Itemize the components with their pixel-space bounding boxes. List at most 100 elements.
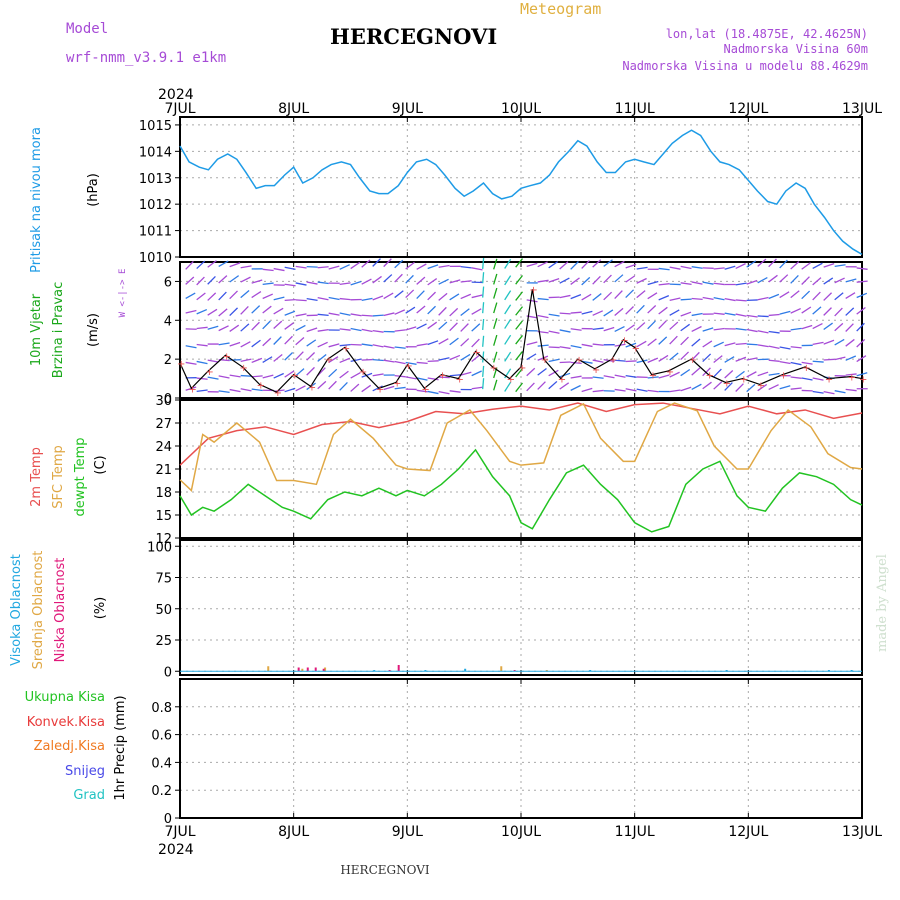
wind-arrow [559, 261, 569, 270]
wind-arrow [757, 344, 769, 348]
wind-arrow [383, 359, 395, 363]
wind-arrow [339, 312, 351, 316]
wind-arrow [361, 343, 373, 347]
wind-arrow [482, 365, 485, 377]
series-line-2-0 [179, 402, 863, 466]
wind-arrow [328, 368, 338, 378]
wind-arrow [823, 307, 832, 316]
wind-arrow [570, 375, 582, 379]
wind-arrow [471, 386, 483, 390]
wind-arrow [834, 277, 845, 284]
wind-arrow [460, 293, 472, 300]
wind-speed-mark: + [404, 361, 412, 372]
wind-arrow [625, 360, 637, 363]
wind-arrow [515, 320, 524, 330]
wind-arrow [218, 260, 229, 267]
wind-arrow [790, 261, 800, 270]
wind-speed-mark: + [257, 380, 265, 391]
wind-arrow [339, 297, 351, 301]
wind-arrow [856, 280, 868, 283]
wind-arrow [537, 279, 549, 283]
wind-arrow [834, 390, 846, 394]
wind-arrow [768, 359, 780, 362]
wind-arrow [757, 383, 768, 392]
wind-arrow [493, 379, 498, 391]
wind-arrow [339, 357, 351, 364]
wind-arrow [724, 370, 734, 379]
wind-arrow [592, 389, 604, 393]
wind-arrow [251, 339, 261, 348]
wind-arrow [339, 328, 351, 331]
wind-arrow [515, 306, 524, 316]
wind-arrow [625, 375, 637, 378]
wind-arrow [471, 338, 480, 348]
wind-arrow [647, 357, 659, 363]
wind-arrow [449, 337, 459, 346]
wind-arrow [317, 380, 327, 390]
wind-arrow [438, 278, 449, 285]
wind-arrow [658, 336, 668, 345]
wind-arrow [559, 294, 571, 299]
wind-arrow [570, 328, 582, 331]
wind-arrow [317, 313, 329, 317]
wind-arrow [361, 328, 373, 333]
wind-arrow [218, 275, 228, 284]
wind-arrow [801, 262, 811, 270]
wind-arrow [592, 327, 604, 331]
wind-arrow [559, 382, 570, 390]
wind-arrow [394, 360, 406, 365]
wind-arrow [493, 334, 498, 346]
wind-arrow [812, 262, 823, 269]
wind-arrow [196, 326, 208, 330]
wind-arrow [262, 282, 274, 286]
wind-arrow [229, 324, 240, 332]
wind-arrow [746, 328, 758, 333]
wind-arrow [449, 279, 461, 284]
wind-arrow [735, 327, 747, 331]
ytick-label-0-3: 1013 [139, 172, 172, 187]
wind-arrow [812, 277, 822, 286]
wind-arrow [614, 274, 624, 283]
wind-arrow [669, 309, 680, 316]
bar-3-0 [464, 668, 467, 672]
wind-arrow [757, 296, 769, 301]
wind-arrow [350, 358, 362, 363]
wind-arrow [372, 258, 381, 267]
wind-speed-mark: + [723, 378, 731, 389]
wind-arrow [680, 282, 692, 286]
ytick-label-4-1: 0.2 [151, 784, 172, 799]
wind-speed-mark: + [757, 380, 765, 391]
wind-arrow [295, 351, 304, 361]
wind-arrow [394, 309, 406, 315]
wind-arrow [262, 356, 273, 363]
wind-arrow [460, 338, 470, 347]
temp2m-ylabel: 2m Temp [29, 447, 44, 507]
wind-speed-mark: + [359, 367, 367, 378]
wind-arrow [856, 372, 868, 377]
wind-arrow [515, 382, 524, 393]
wind-arrow [262, 305, 272, 314]
wind-arrow [625, 275, 636, 283]
bar-3-0 [589, 670, 592, 672]
wind-arrow [856, 267, 868, 270]
xlabel-bottom-2: 9JUL [392, 824, 423, 840]
wind-arrow [229, 374, 241, 378]
wind-arrow [207, 308, 218, 316]
wind-arrow [471, 323, 481, 332]
ytick-label-2-1: 15 [155, 509, 172, 524]
wind-arrow [768, 313, 780, 317]
wind-arrow [427, 291, 436, 301]
wind-arrow [207, 292, 217, 301]
wind-arrow [207, 260, 217, 268]
wind-arrow [251, 375, 263, 378]
wind-arrow [273, 320, 283, 330]
wind-arrow [185, 260, 194, 270]
wind-arrow [801, 324, 813, 330]
wind-arrow [394, 259, 404, 269]
wind-arrow [614, 307, 624, 316]
wind-arrow [240, 306, 249, 315]
wind-arrow [779, 385, 791, 390]
wind-arrow [361, 358, 373, 361]
wind-arrow [284, 335, 293, 345]
wind-arrow [196, 292, 206, 301]
